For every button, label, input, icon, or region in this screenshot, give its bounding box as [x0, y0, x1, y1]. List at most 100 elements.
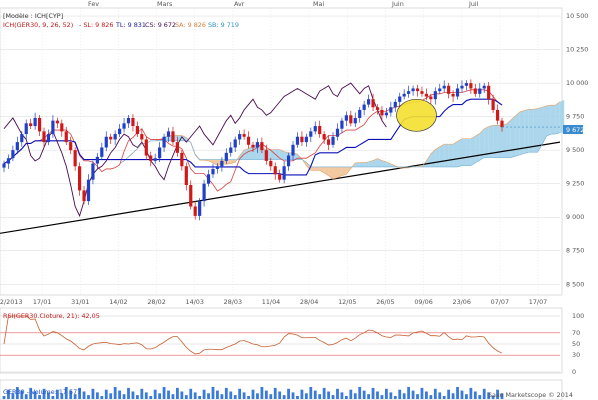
cloud-segment [212, 159, 218, 166]
current-price-label: 9 672 [566, 126, 584, 134]
candle-body [73, 150, 77, 167]
candle-body [420, 91, 424, 94]
cloud-segment [484, 126, 489, 158]
month-label: Fev [88, 0, 99, 8]
candle-body [424, 93, 429, 97]
rsi-indicator: 0 30 50 70 100 [0, 312, 584, 376]
candle-body [215, 166, 220, 169]
volume-bar [140, 388, 144, 399]
candle-body [37, 117, 42, 132]
volume-bar [100, 396, 104, 399]
volume-bar [371, 387, 375, 399]
candle-body [175, 142, 180, 153]
volume-bar [184, 395, 188, 399]
cloud-segment [550, 105, 556, 135]
cloud-segment [524, 109, 529, 154]
candle-body [158, 147, 162, 159]
y-tick-label: 9 250 [566, 180, 584, 188]
volume-bar [109, 393, 113, 399]
candle-body [411, 88, 415, 92]
chikou-span-line [3, 82, 387, 218]
volume-bar [60, 393, 64, 399]
month-label: Juil [468, 0, 479, 8]
volume-bar [256, 393, 259, 399]
candle-body [15, 142, 19, 151]
cloud-segment [377, 158, 382, 167]
cloud-segment [270, 149, 276, 160]
cloud-segment [181, 135, 187, 141]
volume-bar [104, 389, 108, 399]
candle-body [211, 168, 215, 175]
volume-bar [55, 389, 59, 399]
x-tick-label: 17/01 [33, 298, 51, 306]
candle-body [55, 120, 59, 124]
support-trendline [0, 141, 561, 234]
volume-bar [149, 396, 153, 399]
candle-body [255, 142, 260, 148]
volume-bar [331, 395, 335, 399]
candle-body [291, 144, 295, 156]
volume-bar [2, 396, 6, 399]
cloud-segment [466, 138, 471, 166]
volume-bar [189, 388, 193, 399]
cloud-segment [359, 162, 365, 167]
x-tick-label: 17/07 [529, 298, 547, 306]
volume-bar [291, 392, 295, 399]
volume-bar [496, 389, 499, 399]
cs-legend: CS: 9 672 [145, 21, 176, 29]
month-labels: Fev Mars Avr Mai Juin Juil [88, 0, 479, 8]
volume-bar [180, 391, 184, 399]
candle-body [202, 183, 206, 202]
volume-bar [433, 388, 437, 399]
candle-body [447, 85, 451, 94]
volume-bar [380, 395, 384, 399]
candle-body [371, 99, 375, 108]
candle-body [362, 104, 366, 110]
candle-body [331, 136, 335, 145]
candle-body [198, 201, 202, 216]
candle-body [469, 83, 473, 89]
candle-body [238, 134, 242, 140]
candle-body [135, 126, 139, 135]
candle-body [131, 117, 135, 127]
volume-bar [15, 387, 19, 399]
candle-body [487, 85, 491, 100]
candle-body [491, 99, 495, 110]
volume-bar [220, 394, 224, 399]
candle-body [33, 117, 37, 127]
volume-bar [287, 388, 290, 399]
volume-bar [264, 390, 268, 399]
volume-bar [300, 389, 304, 399]
candle-body [260, 142, 264, 151]
y-tick-label: 10 250 [566, 46, 588, 54]
candle-body [433, 91, 437, 100]
cloud-segment [515, 111, 520, 157]
volume-bar [91, 388, 95, 399]
candle-body [64, 131, 68, 143]
cloud-segment [510, 115, 516, 158]
candle-body [20, 134, 24, 143]
volume-bar [336, 388, 339, 399]
cloud-segment [333, 166, 338, 179]
cloud-segment [444, 144, 449, 167]
candle-body [482, 85, 486, 89]
candle-body [358, 109, 362, 118]
volume-bar [438, 392, 442, 399]
volume-bar [207, 393, 210, 399]
candle-body [500, 120, 504, 128]
volume-bar [193, 392, 197, 399]
x-tick-label: 26/05 [376, 298, 394, 306]
candle-body [318, 126, 322, 135]
cloud-segment [559, 99, 565, 133]
candle-body [309, 131, 313, 137]
cloud-segment [337, 166, 342, 178]
candle-body [171, 131, 175, 143]
volume-bar [344, 396, 348, 399]
volume-bar [167, 390, 170, 399]
volume-bar [353, 393, 357, 399]
candle-body [264, 150, 268, 161]
cloud-segment [310, 166, 316, 171]
cloud-segment [528, 109, 534, 153]
